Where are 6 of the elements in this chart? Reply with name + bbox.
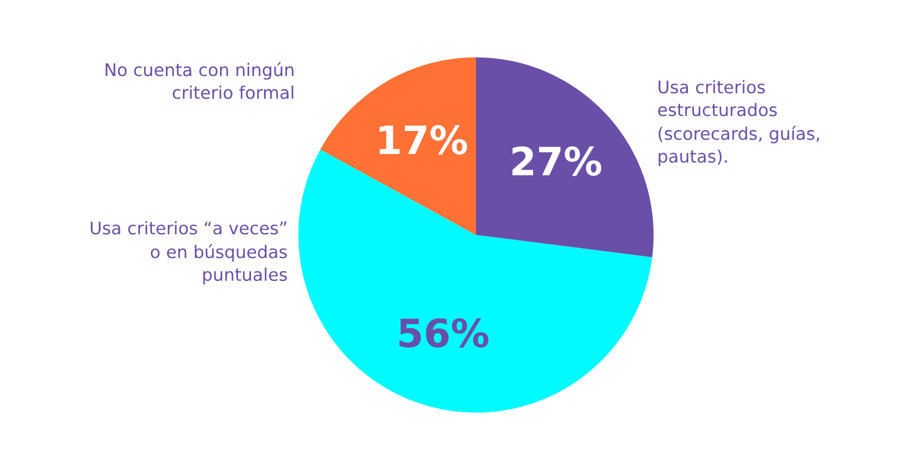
slice-label: No cuenta con ningún criterio formal (106, 62, 294, 100)
data-label: 27% (512, 146, 602, 176)
data-label: 17% (380, 125, 468, 155)
slice-label: Usa criterios “a veces” o en búsquedas puntuales (90, 221, 287, 284)
data-label: 56% (400, 318, 488, 348)
slice-label: Usa criterios estructurados (scorecards, guías, pautas). (658, 80, 820, 166)
